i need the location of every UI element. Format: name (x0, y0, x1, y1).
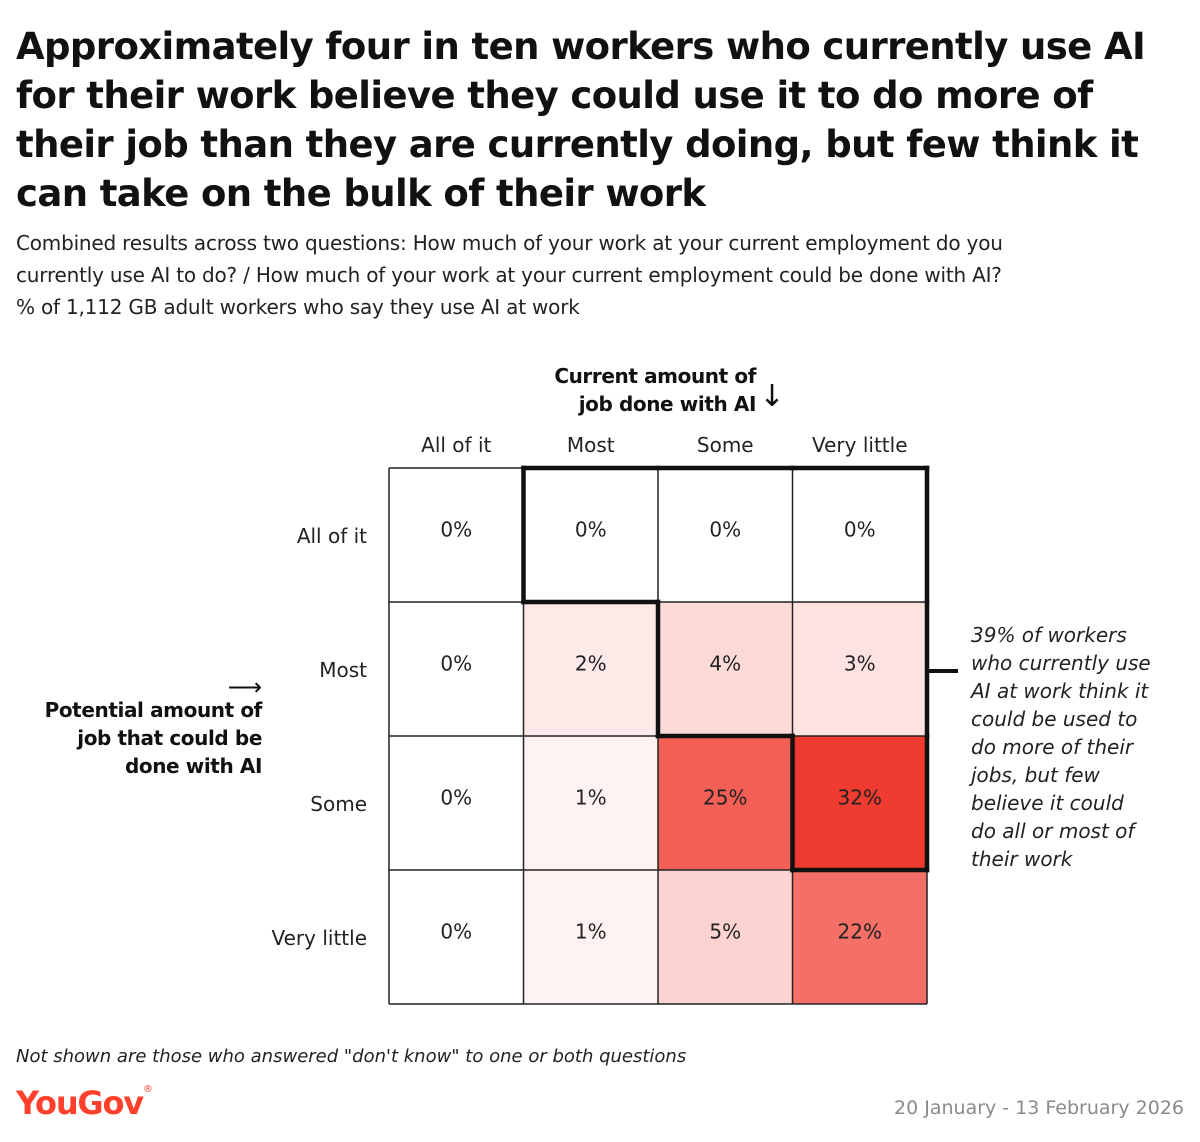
column-tick-label: Some (697, 433, 754, 457)
cell-value-label: 25% (703, 786, 747, 810)
footnote: Not shown are those who answered "don't … (16, 1046, 687, 1067)
cell-value-label: 1% (575, 920, 607, 944)
chart-subtitle: Combined results across two questions: H… (16, 227, 1186, 323)
y-axis-title-line-2: job that could be (76, 726, 262, 750)
x-axis-title-line-1: Current amount of (554, 364, 756, 388)
subtitle-line-3: % of 1,112 GB adult workers who say they… (16, 295, 580, 319)
cell-value-label: 0% (575, 518, 607, 542)
annotation-line: jobs, but few (968, 763, 1101, 787)
chart-title: Approximately four in ten workers who cu… (16, 25, 1146, 215)
annotation-line: believe it could (971, 791, 1124, 815)
heatmap-cell (658, 870, 793, 1004)
heatmap-cell (658, 736, 793, 870)
heatmap-cell (389, 602, 524, 736)
heatmap-cell (523, 468, 658, 602)
registered-mark-icon: ® (142, 1084, 153, 1095)
cell-value-label: 4% (709, 652, 741, 676)
heatmap-cell (389, 870, 524, 1004)
cell-value-label: 0% (440, 920, 472, 944)
heatmap-cell (523, 736, 658, 870)
fieldwork-dates: 20 January - 13 February 2026 (894, 1097, 1184, 1119)
row-tick-label: Very little (271, 926, 367, 950)
heatmap-cells (389, 468, 927, 1004)
cell-value-label: 1% (575, 786, 607, 810)
row-tick-labels: All of it Most Some Very little (271, 524, 367, 950)
row-tick-label: Some (310, 792, 367, 816)
cell-value-label: 2% (575, 652, 607, 676)
y-axis-title-line-1: Potential amount of (45, 698, 263, 722)
cell-value-label: 32% (838, 786, 882, 810)
heatmap-cell (523, 870, 658, 1004)
heatmap-value-labels: 0% 0% 0% 0% 0% 2% 4% 3% 0% 1% 25% 32% 0% 1% 5% 22% (440, 518, 882, 944)
cell-value-label: 3% (844, 652, 876, 676)
annotation-line: their work (971, 847, 1074, 871)
column-tick-label: Very little (812, 433, 908, 457)
annotation-line: 39% of workers (971, 623, 1127, 647)
cell-value-label: 0% (844, 518, 876, 542)
heatmap-cell (658, 468, 793, 602)
heatmap-cell (389, 468, 524, 602)
annotation-line: do more of their (971, 735, 1135, 759)
column-tick-labels: All of it Most Some Very little (421, 433, 907, 457)
column-tick-label: Most (567, 433, 615, 457)
y-axis-arrow-icon: ⟶ (228, 673, 262, 701)
cell-value-label: 0% (440, 652, 472, 676)
heatmap-cell (792, 602, 927, 736)
annotation-line: AI at work think it (969, 679, 1149, 703)
logo-text: YouGov (16, 1084, 144, 1122)
heatmap-cell (523, 602, 658, 736)
cell-value-label: 0% (440, 786, 472, 810)
annotation-line: could be used to (971, 707, 1137, 731)
x-axis-arrow-icon: ↓ (759, 379, 784, 414)
annotation-text: 39% of workers who currently use AI at wor… (968, 623, 1151, 871)
heatmap-cell (792, 870, 927, 1004)
yougov-logo: YouGov® (16, 1084, 153, 1122)
column-tick-label: All of it (421, 433, 491, 457)
annotation-line: do all or most of (971, 819, 1137, 843)
row-tick-label: Most (319, 658, 367, 682)
row-tick-label: All of it (297, 524, 367, 548)
heatmap-cell (658, 602, 793, 736)
cell-value-label: 22% (838, 920, 882, 944)
heatmap-cell (389, 736, 524, 870)
cell-value-label: 0% (709, 518, 741, 542)
subtitle-line-2: currently use AI to do? / How much of yo… (16, 263, 1002, 287)
heatmap-cell (792, 468, 927, 602)
heatmap-cell (792, 736, 927, 870)
cell-value-label: 5% (709, 920, 741, 944)
subtitle-line-1: Combined results across two questions: H… (16, 231, 1003, 255)
y-axis-title-line-3: done with AI (125, 754, 262, 778)
cell-value-label: 0% (440, 518, 472, 542)
x-axis-title-line-2: job done with AI (578, 392, 756, 416)
annotation-line: who currently use (971, 651, 1151, 675)
